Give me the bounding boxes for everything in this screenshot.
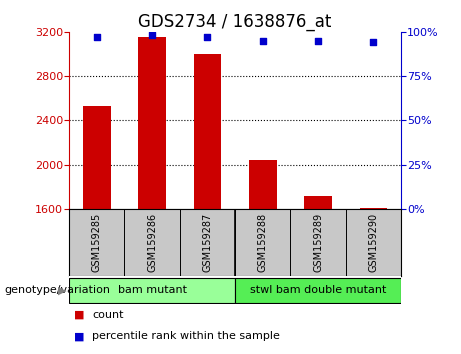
- Text: count: count: [92, 310, 124, 320]
- Bar: [138, 38, 166, 209]
- Bar: [360, 208, 387, 209]
- Text: stwl bam double mutant: stwl bam double mutant: [250, 285, 386, 295]
- Text: GSM159289: GSM159289: [313, 213, 323, 272]
- Text: bam mutant: bam mutant: [118, 285, 187, 295]
- Bar: [304, 195, 332, 209]
- Text: GSM159286: GSM159286: [147, 213, 157, 272]
- Point: [259, 38, 266, 44]
- Point: [93, 34, 100, 40]
- Text: genotype/variation: genotype/variation: [5, 285, 111, 295]
- Bar: [83, 106, 111, 209]
- Text: GSM159287: GSM159287: [202, 213, 213, 272]
- Bar: [249, 160, 277, 209]
- Bar: [69, 278, 235, 303]
- Text: ■: ■: [74, 310, 84, 320]
- Text: GSM159290: GSM159290: [368, 213, 378, 272]
- Title: GDS2734 / 1638876_at: GDS2734 / 1638876_at: [138, 13, 332, 30]
- Text: GSM159285: GSM159285: [92, 213, 102, 272]
- Text: ■: ■: [74, 331, 84, 341]
- Bar: [194, 54, 221, 209]
- Text: percentile rank within the sample: percentile rank within the sample: [92, 331, 280, 341]
- Bar: [235, 278, 401, 303]
- Text: ▶: ▶: [58, 285, 66, 295]
- Text: GSM159288: GSM159288: [258, 213, 268, 272]
- Point: [204, 34, 211, 40]
- Point: [370, 40, 377, 45]
- Point: [148, 33, 156, 38]
- Point: [314, 38, 322, 44]
